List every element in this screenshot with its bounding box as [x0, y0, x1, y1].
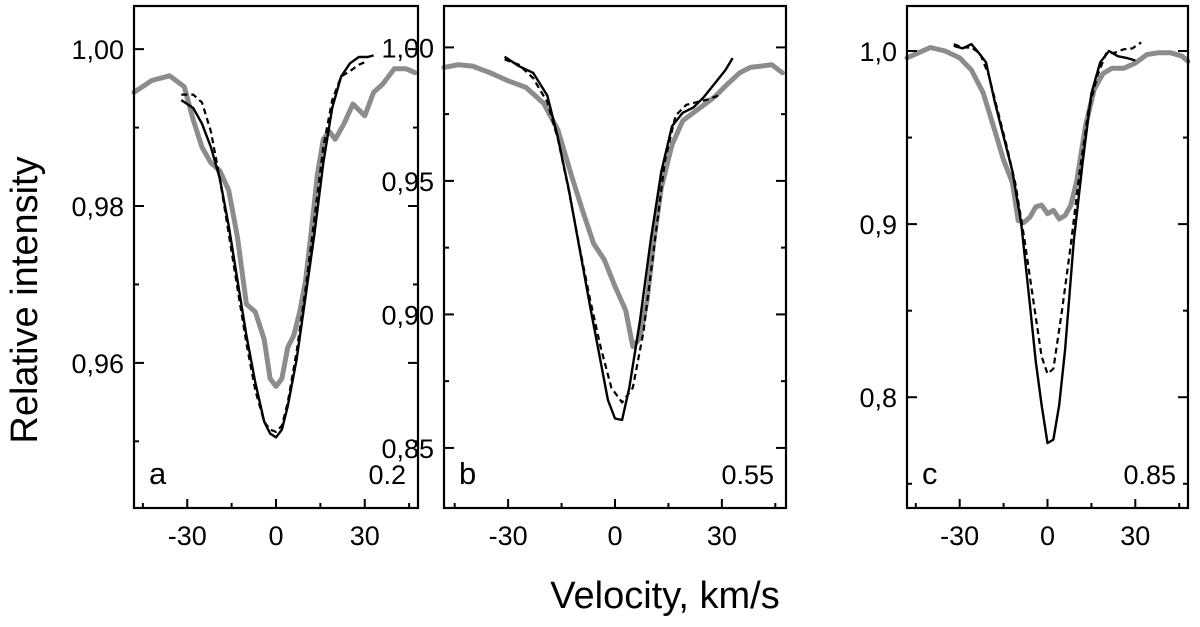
panel-a: -30 0 30 0,96 0,98 1,00 a 0.2	[71, 4, 420, 551]
x-tick-label: 0	[607, 521, 622, 551]
panel-c-observed-profile-line	[904, 45, 1191, 225]
y-tick-label: 1,0	[859, 37, 897, 67]
panel-a-observed-profile-line	[131, 66, 418, 389]
y-tick-label: 0,90	[381, 300, 434, 330]
x-tick-label: -30	[489, 521, 528, 551]
x-tick-label: 30	[1120, 521, 1150, 551]
panel-c-frame	[905, 4, 1190, 510]
y-tick-label: 0,98	[71, 192, 124, 222]
panel-a-phase: 0.2	[368, 460, 406, 490]
y-tick-label: 1,00	[71, 35, 124, 65]
panel-c-model-dashed-line	[953, 41, 1142, 375]
x-tick-label: 30	[707, 521, 737, 551]
y-tick-label: 1,00	[381, 33, 434, 63]
y-tick-label: 0,96	[71, 349, 124, 379]
panel-a-model-solid-line	[180, 54, 374, 439]
x-axis-title: Velocity, km/s	[550, 575, 779, 617]
panel-c: -30 0 30 0,8 0,9 1,0 c 0.85	[859, 4, 1191, 551]
panel-b-observed-profile-line	[441, 62, 785, 349]
panels: -30 0 300,960,981,00a 0.2-30 0 300,850,900,95…	[71, 4, 1191, 551]
x-tick-label: -30	[940, 521, 979, 551]
panel-b-model-dashed-line	[504, 58, 719, 404]
panel-c-letter: c	[922, 456, 938, 491]
panel-b-phase: 0.55	[721, 460, 774, 490]
y-tick-label: 0,85	[381, 434, 434, 464]
panel-b: -30 0 30 0,85 0,90 0,95 1,00 b 0.55	[381, 4, 788, 551]
y-tick-label: 0,95	[381, 167, 434, 197]
x-tick-label: -30	[168, 521, 207, 551]
y-tick-label: 0,8	[859, 383, 897, 413]
y-tick-label: 0,9	[859, 210, 897, 240]
panel-a-letter: a	[149, 456, 167, 491]
panel-c-phase: 0.85	[1123, 460, 1176, 490]
panel-b-frame	[442, 4, 788, 510]
panel-c-model-solid-line	[953, 42, 1136, 445]
x-tick-label: 0	[1040, 521, 1055, 551]
panel-b-letter: b	[459, 456, 476, 491]
x-tick-label: 30	[350, 521, 380, 551]
x-tick-label: 0	[268, 521, 283, 551]
panel-a-model-dashed-line	[181, 59, 369, 433]
y-axis-title: Relative intensity	[4, 156, 46, 443]
